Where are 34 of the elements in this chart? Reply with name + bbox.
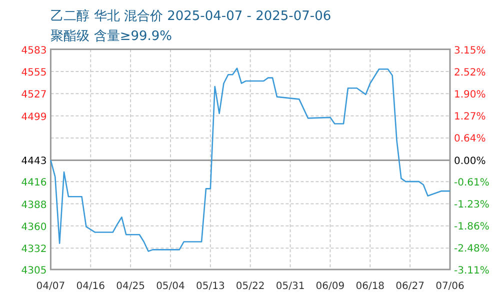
y-tick-label: 4416 [21, 178, 47, 189]
x-tick-label: 07/06 [436, 281, 464, 292]
x-tick-label: 05/22 [236, 281, 265, 292]
y2-tick-label: -1.23% [454, 199, 490, 210]
y2-tick-label: 2.52% [454, 67, 486, 78]
subtitle: 聚酯级 含量≥99.9% [50, 29, 172, 44]
y-tick-label: 4360 [21, 222, 47, 233]
y2-tick-label: -1.86% [454, 222, 490, 233]
y2-tick-label: 0.64% [454, 134, 486, 145]
y-tick-label: 4332 [21, 244, 47, 256]
y-tick-label: 4555 [21, 67, 47, 78]
x-tick-label: 04/16 [76, 281, 106, 292]
y-tick-label: 4499 [21, 112, 47, 123]
x-tick-label: 06/27 [396, 281, 424, 292]
x-tick-label: 05/04 [156, 281, 185, 292]
y-tick-label: 4443 [21, 156, 47, 168]
y2-tick-label: -2.48% [454, 243, 490, 254]
x-tick-label: 05/13 [196, 281, 225, 292]
y2-tick-label: -3.11% [454, 266, 490, 276]
x-tick-label: 04/07 [36, 281, 66, 292]
x-tick-label: 06/09 [316, 281, 345, 292]
x-tick-label: 06/18 [356, 281, 385, 292]
y-tick-label: 4527 [21, 90, 47, 101]
x-tick-label: 04/25 [116, 281, 145, 292]
y2-tick-label: -0.61% [454, 178, 490, 189]
title: 乙二醇 华北 混合价 2025-04-07 - 2025-07-06 [50, 9, 332, 24]
y2-tick-label: 1.90% [454, 89, 486, 100]
y2-tick-label: 0.00% [454, 156, 486, 168]
y-tick-label: 4305 [21, 266, 47, 276]
x-tick-label: 05/31 [276, 281, 305, 292]
y-tick-label: 4583 [21, 45, 47, 56]
y2-tick-label: 3.15% [454, 45, 486, 56]
y-tick-label: 4388 [21, 200, 47, 211]
y2-tick-label: 1.27% [454, 111, 486, 122]
